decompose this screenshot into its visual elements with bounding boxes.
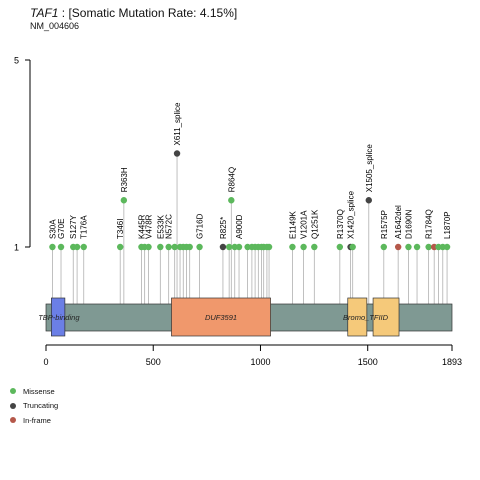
mutation-head (225, 243, 233, 251)
mutation-label: E533K (156, 214, 165, 239)
legend-label: In-frame (23, 415, 51, 425)
mutation-head (413, 243, 421, 251)
mutation-label: R363H (120, 167, 129, 192)
mutation-head (380, 243, 387, 251)
mutation-label: R864Q (227, 167, 236, 192)
mutation-head (57, 243, 65, 251)
mutation-label: S30A (48, 219, 57, 239)
x-tick-label: 1500 (358, 357, 378, 367)
legend-label: Truncating (23, 401, 59, 411)
mutation-head (311, 243, 318, 251)
y-tick-label: 5 (14, 56, 19, 66)
domain-label: Bromo_TFIID (343, 313, 389, 322)
domain-box (51, 297, 66, 337)
mutation-head (425, 243, 432, 251)
mutation-label: X611_splice (173, 102, 182, 146)
mutation-label: A900D (235, 214, 244, 239)
mutation-head (365, 197, 372, 204)
mutation-head (73, 243, 81, 251)
mutation-label: E1149K (288, 210, 297, 239)
mutation-head (186, 243, 193, 251)
domain-box (347, 297, 368, 337)
mutation-label: X1505_splice (365, 144, 374, 193)
legend-item-truncating: Truncating (10, 399, 58, 414)
mutation-label: R825* (219, 217, 228, 239)
mutation-head (289, 243, 296, 251)
legend-marker (10, 388, 16, 395)
legend-marker (10, 402, 16, 409)
y-tick-label: 1 (14, 243, 19, 253)
x-tick-label: 0 (43, 357, 48, 367)
mutation-label: V478R (145, 214, 154, 239)
mutation-label: R1784Q (425, 209, 434, 239)
mutation-label: A1642del (394, 205, 403, 239)
mutation-head (120, 197, 128, 204)
mutation-label: N572C (165, 214, 174, 239)
legend-item-missense: Missense (10, 384, 58, 399)
mutation-head (443, 243, 451, 251)
x-tick-label: 1000 (250, 357, 270, 367)
mutation-head (349, 243, 356, 251)
mutation-head (157, 243, 164, 251)
mutation-head (219, 243, 227, 251)
transcript-id: NM_004606 (30, 21, 80, 31)
mutation-rate-text: : [Somatic Mutation Rate: 4.15%] (58, 6, 238, 20)
legend-label: Missense (23, 386, 55, 396)
x-tick-label: 500 (146, 357, 161, 367)
domain-label: TBP-binding (38, 313, 80, 322)
gene-name: TAF1 (30, 6, 59, 20)
mutation-head (173, 150, 181, 157)
mutation-head (145, 243, 152, 251)
mutation-label: G70E (57, 219, 66, 239)
mutation-label: T176A (80, 215, 89, 239)
mutation-label: L1870P (443, 211, 452, 239)
mutation-head (405, 243, 412, 251)
mutation-head (394, 243, 402, 251)
mutation-head (196, 243, 203, 251)
domain-label: DUF3591 (205, 313, 237, 322)
domain-box (171, 297, 271, 337)
domain-box (372, 297, 400, 337)
mutation-label: D1690N (404, 209, 413, 239)
mutation-label: R1575P (380, 210, 389, 239)
mutation-label: X1420_splice (347, 190, 356, 239)
chart-title: TAF1 : [Somatic Mutation Rate: 4.15%] (30, 6, 237, 20)
mutation-head (171, 243, 178, 251)
mutation-label: K445R (137, 214, 146, 239)
mutation-label: G716D (196, 213, 205, 239)
legend: Missense Truncating In-frame (10, 384, 58, 428)
mutation-head (80, 243, 87, 251)
legend-marker (10, 417, 16, 424)
mutation-head (49, 243, 56, 251)
legend-item-inframe: In-frame (10, 413, 58, 428)
mutation-head (336, 243, 344, 251)
x-tick-label: 1893 (442, 357, 462, 367)
mutation-head (228, 197, 235, 204)
mutation-label: T346I (116, 219, 125, 239)
mutation-head (235, 243, 243, 251)
mutation-label: R1370Q (336, 209, 345, 239)
mutation-head (265, 243, 273, 251)
mutation-head (300, 243, 307, 251)
mutation-label: V1201A (300, 210, 309, 239)
mutation-head (117, 243, 124, 251)
mutation-head (165, 243, 172, 251)
mutation-label: Q1251K (310, 209, 319, 239)
mutation-label: S127Y (69, 214, 78, 239)
